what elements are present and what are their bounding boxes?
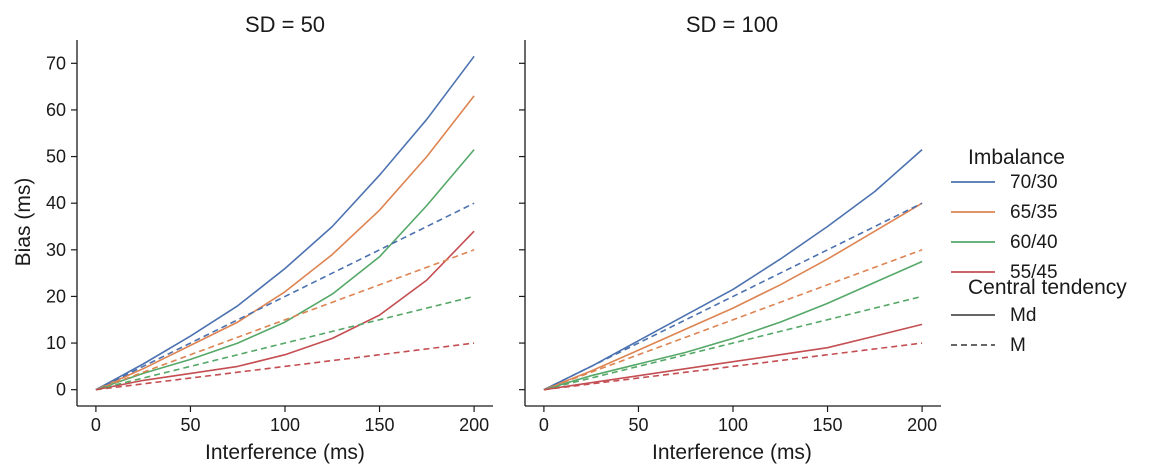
y-tick-label: 30 [46,240,66,260]
x-tick-label: 100 [718,415,748,435]
x-tick-label: 100 [270,415,300,435]
y-tick-label: 20 [46,286,66,306]
panel-sd-50: SD = 50 Interference (ms) Bias (ms) 0 50 1… [12,12,493,464]
series-line-60-40-md [543,260,923,391]
x-axis-label: Interference (ms) [205,441,365,464]
y-tick-label: 0 [56,380,66,400]
y-tick-label: 10 [46,333,66,353]
series-line-60-40-m [95,295,475,391]
panel-title: SD = 100 [686,12,778,37]
x-tick-label: 0 [539,415,549,435]
series-line-65-35-md [543,202,923,391]
legend-label-70-30: 70/30 [1010,172,1058,193]
legend: Imbalance Central tendency 70/30 65/35 60/… [951,146,1127,356]
legend-label-m: M [1010,335,1026,356]
series-line-70-30-m [543,202,923,391]
series-line-55-45-md [95,230,475,391]
series-line-65-35-m [543,249,923,391]
x-tick-label: 50 [180,415,200,435]
series-line-55-45-m [543,342,923,391]
panel-sd-100: SD = 100 Interference (ms) 0 50 100 150 200 [519,12,941,464]
x-tick-label: 200 [459,415,489,435]
legend-title-imbalance: Imbalance [968,146,1065,169]
x-axis-label: Interference (ms) [652,441,812,464]
legend-label-60-40: 60/40 [1010,232,1058,253]
y-axis-label: Bias (ms) [12,178,35,267]
x-tick-label: 150 [365,415,395,435]
series-line-70-30-md [95,55,475,391]
series-line-55-45-m [95,342,475,391]
x-tick-label: 150 [813,415,843,435]
series-line-60-40-m [543,295,923,391]
x-tick-label: 50 [628,415,648,435]
series-line-55-45-md [543,323,923,391]
series-line-65-35-md [95,95,475,391]
y-tick-label: 60 [46,100,66,120]
y-tick-label: 50 [46,147,66,167]
series-line-70-30-m [95,202,475,391]
panel-title: SD = 50 [245,12,325,37]
series-line-60-40-md [95,149,475,391]
legend-title-central-tendency: Central tendency [968,276,1127,299]
legend-label-md: Md [1010,305,1036,326]
series-line-70-30-md [543,149,923,391]
x-tick-label: 0 [91,415,101,435]
x-tick-label: 200 [907,415,937,435]
legend-label-65-35: 65/35 [1010,202,1058,223]
legend-label-55-45: 55/45 [1010,262,1058,283]
y-tick-label: 70 [46,53,66,73]
y-tick-label: 40 [46,193,66,213]
series-line-65-35-m [95,249,475,391]
